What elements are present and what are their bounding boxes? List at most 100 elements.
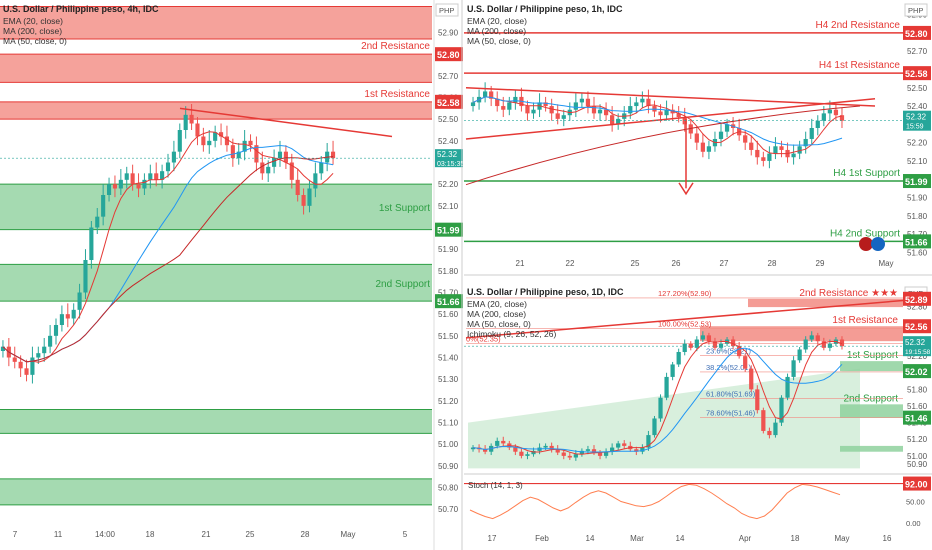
candle-body (634, 102, 639, 107)
resistance-zone (748, 298, 903, 308)
candle-body (483, 91, 488, 97)
y-tick-label: 50.90 (907, 460, 928, 469)
support-zone (0, 409, 432, 434)
level-tag: 52.58 (905, 69, 928, 79)
candle-body (779, 146, 784, 150)
candle-body (230, 145, 235, 159)
trendline-upper (465, 87, 876, 107)
level-label: H4 1st Support (833, 168, 900, 179)
candle-body (610, 115, 615, 125)
candle-body (519, 451, 524, 456)
candle-body (652, 418, 657, 436)
candle-body (724, 124, 730, 132)
candle-body (130, 173, 135, 185)
candle-body (579, 98, 585, 103)
candle-body (737, 346, 742, 357)
level-label: H4 1st Resistance (819, 60, 901, 71)
zone-label: 1st Support (847, 350, 898, 361)
y-tick-label: 50.80 (438, 484, 459, 493)
candle-body (573, 102, 578, 110)
candle-body (118, 179, 123, 189)
candle-body (513, 96, 518, 103)
candle-body (112, 184, 118, 189)
candle-body (283, 151, 288, 163)
x-tick-label: 22 (566, 259, 575, 268)
x-tick-label: 28 (768, 259, 777, 268)
y-tick-label: 51.00 (438, 440, 459, 449)
candle-body (124, 173, 129, 180)
trendline (465, 299, 904, 339)
candle-body (36, 353, 41, 358)
ichimoku-cloud (468, 368, 860, 469)
resistance-zone (0, 54, 432, 83)
x-tick-label: 14:00 (95, 530, 116, 539)
candle-body (555, 113, 560, 119)
candle-body (591, 449, 597, 453)
candle-body (803, 339, 808, 350)
level-tag-bg (435, 222, 463, 237)
chart-title: U.S. Dollar / Philippine peso, 1h, IDC (467, 4, 623, 14)
fib-label: 0%(52.35) (466, 335, 501, 344)
x-tick-label: 21 (202, 530, 211, 539)
candle-body (154, 173, 159, 180)
y-tick-label: 51.30 (438, 375, 459, 384)
level-tag: 51.46 (905, 414, 928, 424)
candle-body (101, 195, 106, 217)
candle-body (700, 142, 705, 152)
candle-body (821, 341, 826, 348)
price-timer: 15:59 (906, 124, 924, 131)
y-tick-label: 52.40 (907, 102, 928, 111)
x-tick-label: 7 (13, 530, 18, 539)
candle-body (797, 146, 802, 154)
y-tick-label: 52.10 (907, 157, 928, 166)
candle-body (755, 389, 760, 411)
stoch-tick-label: 50.00 (906, 498, 925, 507)
level-tag: 52.58 (437, 98, 460, 108)
x-tick-label: 5 (403, 530, 408, 539)
price-timer: 03:15:35 (437, 161, 464, 168)
candle-body (59, 314, 64, 325)
candle-body (77, 292, 82, 310)
candle-body (622, 443, 627, 446)
level-tag: 52.56 (905, 322, 928, 332)
level-tag-bg (903, 174, 931, 189)
level-tag-bg (903, 291, 931, 306)
level-tag: 52.80 (437, 50, 460, 60)
level-tag: 52.89 (905, 295, 928, 305)
fib-label: 38.2%(52.01) (706, 363, 752, 372)
candle-body (670, 364, 675, 377)
level-tag-bg (435, 294, 463, 309)
candle-body (201, 136, 206, 146)
level-tag-bg (903, 66, 931, 81)
candle-body (610, 447, 615, 452)
indicator-label: MA (200, close) (3, 26, 62, 36)
level-tag-bg (435, 47, 463, 62)
resistance-zone (0, 6, 432, 39)
indicator-label: EMA (20, close) (467, 16, 527, 26)
panel-1d: 2nd Resistance ★★★ 1st Resistance 1st Supp… (464, 286, 932, 543)
y-tick-label: 51.90 (438, 245, 459, 254)
x-tick-label: 21 (516, 259, 525, 268)
support-zone (0, 264, 432, 302)
candle-body (585, 449, 591, 451)
candle-body (89, 227, 94, 260)
trendline-lower (465, 97, 876, 140)
zone-label: 2nd Support (376, 279, 431, 290)
y-tick-label: 51.20 (907, 435, 928, 444)
x-tick-label: 27 (720, 259, 729, 268)
level-tag: 51.66 (905, 237, 928, 247)
stoch-line (469, 483, 841, 520)
candle-body (549, 445, 554, 450)
candle-body (470, 447, 476, 450)
x-tick-label: 18 (146, 530, 155, 539)
level-tag: 52.80 (905, 29, 928, 39)
chart-title: U.S. Dollar / Philippine peso, 4h, IDC (3, 4, 159, 14)
candle-body (573, 454, 578, 458)
candle-body (165, 162, 171, 172)
level-tag-bg (903, 25, 931, 40)
indicator-label: EMA (20, close) (3, 16, 63, 26)
candle-body (95, 216, 100, 228)
y-tick-label: 52.40 (438, 137, 459, 146)
level-tag: 51.66 (437, 297, 460, 307)
